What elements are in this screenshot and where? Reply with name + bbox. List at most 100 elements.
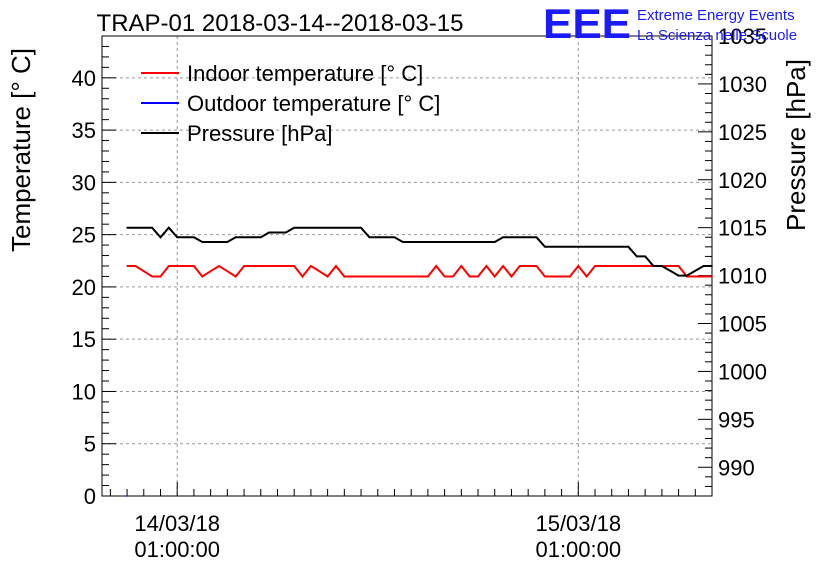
data-point [335, 226, 337, 229]
tick-label-left: 25 [72, 223, 96, 248]
data-point [527, 236, 529, 239]
data-point [418, 241, 421, 243]
tick-label-x-date: 15/03/18 [535, 511, 621, 536]
data-point [636, 255, 638, 258]
data-point [594, 265, 596, 267]
data-point [502, 236, 504, 239]
data-point [368, 236, 371, 239]
data-point [477, 275, 479, 278]
legend: Indoor temperature [° C] Outdoor tempera… [141, 61, 440, 146]
data-point [276, 231, 279, 234]
data-point [126, 495, 128, 497]
data-point [159, 236, 162, 239]
data-point [243, 236, 245, 239]
legend-label-pressure: Pressure [hPa] [187, 121, 333, 146]
tick-label-left: 20 [72, 275, 96, 300]
data-point [644, 255, 646, 258]
data-point [669, 265, 671, 267]
data-point [485, 265, 488, 267]
tick-label-right: 1005 [718, 312, 767, 337]
data-point [677, 274, 680, 277]
data-point [134, 265, 137, 267]
data-point [627, 246, 630, 248]
data-point [218, 241, 220, 243]
data-point [151, 226, 153, 229]
data-point [636, 265, 638, 267]
data-point [176, 236, 178, 239]
data-point [326, 226, 329, 229]
series-pressure [126, 226, 713, 277]
data-point [251, 236, 254, 239]
tick-label-right: 1020 [718, 168, 767, 193]
data-point [377, 236, 379, 239]
data-point [134, 226, 137, 229]
data-point [402, 275, 404, 278]
data-point [493, 241, 496, 243]
data-point [143, 226, 145, 229]
data-point [393, 275, 396, 278]
data-point [443, 275, 446, 278]
data-point [711, 275, 713, 278]
data-point [201, 275, 204, 278]
y-axis-right-label: Pressure [hPa] [781, 59, 811, 231]
data-point [427, 241, 429, 243]
data-point [468, 241, 471, 243]
tick-label-left: 30 [72, 170, 96, 195]
data-point [661, 265, 663, 267]
data-point [268, 231, 270, 234]
data-point [335, 265, 337, 267]
data-point [209, 270, 212, 273]
data-point [260, 265, 262, 267]
data-point [402, 241, 404, 243]
data-point [168, 265, 170, 267]
data-point [184, 265, 187, 267]
tick-label-left: 0 [84, 484, 96, 509]
data-point [343, 275, 346, 278]
data-point [427, 275, 429, 278]
data-point [226, 270, 229, 273]
data-point [702, 275, 705, 278]
data-point [677, 265, 680, 267]
data-point [485, 241, 488, 243]
data-point [493, 275, 496, 278]
data-point [585, 246, 588, 248]
data-point [310, 265, 312, 267]
data-point [318, 270, 321, 273]
tick-label-right: 1010 [718, 264, 767, 289]
y-axis-left-label: Temperature [° C] [6, 48, 36, 252]
data-point [510, 275, 513, 278]
tick-label-right: 990 [718, 455, 755, 480]
legend-label-outdoor: Outdoor temperature [° C] [187, 91, 440, 116]
data-point [569, 275, 571, 278]
data-point [577, 246, 580, 248]
series-outdoor [126, 495, 128, 497]
data-point [552, 275, 554, 278]
data-point [410, 275, 413, 278]
data-point [343, 226, 346, 229]
tick-label-left: 40 [72, 66, 96, 91]
data-point [535, 265, 538, 267]
data-point [544, 275, 546, 278]
data-point [151, 275, 153, 278]
data-point [293, 226, 296, 229]
data-point [644, 265, 646, 267]
data-point [669, 270, 671, 272]
tick-label-left: 5 [84, 432, 96, 457]
chart-title: TRAP-01 2018-03-14--2018-03-15 [97, 10, 464, 37]
data-point [652, 265, 655, 267]
data-point [126, 265, 128, 267]
data-point [276, 265, 279, 267]
tick-label-right: 995 [718, 407, 755, 432]
data-point [435, 241, 438, 243]
data-point [293, 265, 296, 267]
data-point [610, 246, 613, 248]
data-point [577, 265, 580, 267]
tick-label-x-date: 14/03/18 [134, 511, 220, 536]
data-point [619, 265, 621, 267]
data-point [418, 275, 421, 278]
data-point [360, 226, 362, 229]
data-point [193, 236, 195, 239]
data-point [619, 246, 621, 248]
data-point [460, 265, 463, 267]
data-point [268, 265, 270, 267]
